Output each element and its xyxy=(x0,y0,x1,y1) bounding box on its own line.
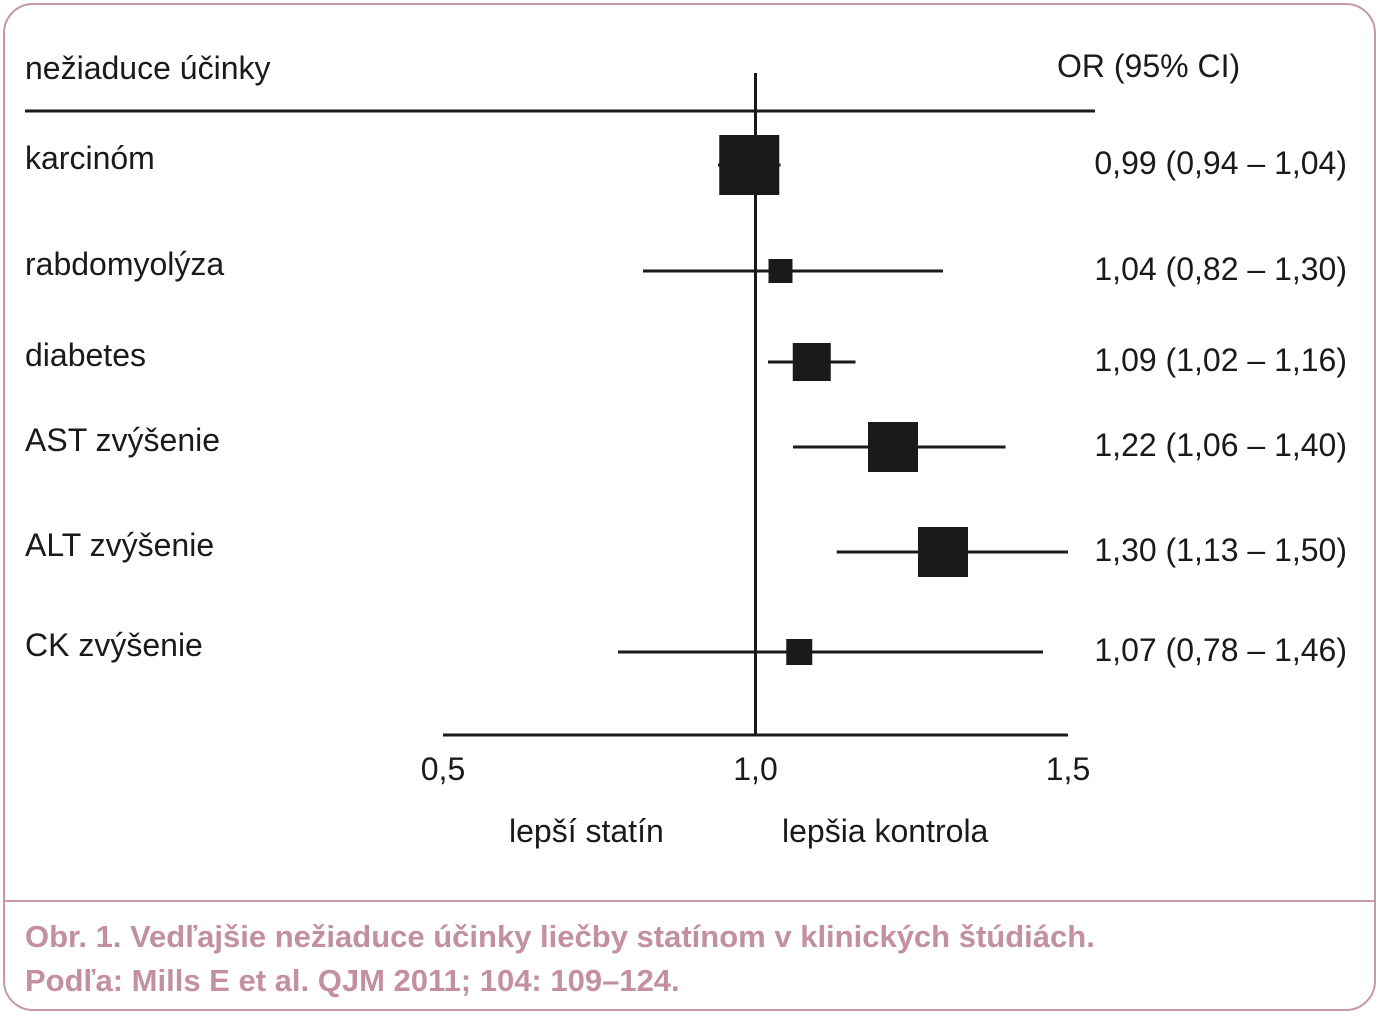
row-label: rabdomyolýza xyxy=(25,246,225,282)
row-label: AST zvýšenie xyxy=(25,422,221,458)
caption-divider xyxy=(5,900,1374,902)
direction-right-label: lepšia kontrola xyxy=(782,813,989,849)
header-value: OR (95% CI) xyxy=(1057,48,1241,84)
point-estimate xyxy=(768,259,793,283)
x-tick-label: 1,5 xyxy=(1046,751,1090,787)
row-or-value: 1,07 (0,78 – 1,46) xyxy=(1094,632,1347,668)
x-tick-label: 0,5 xyxy=(421,751,465,787)
x-tick-label: 1,0 xyxy=(733,751,777,787)
point-estimate xyxy=(719,135,780,195)
point-estimate xyxy=(868,422,918,472)
row-label: karcinóm xyxy=(25,140,155,176)
row-label: CK zvýšenie xyxy=(25,627,203,663)
row-label: diabetes xyxy=(25,337,146,373)
row-or-value: 0,99 (0,94 – 1,04) xyxy=(1094,145,1347,181)
point-estimate xyxy=(918,527,968,577)
caption-line-1: Obr. 1. Vedľajšie nežiaduce účinky liečb… xyxy=(25,919,1095,954)
row-or-value: 1,09 (1,02 – 1,16) xyxy=(1094,342,1347,378)
point-estimate xyxy=(792,343,831,381)
row-or-value: 1,04 (0,82 – 1,30) xyxy=(1094,251,1347,287)
row-label: ALT zvýšenie xyxy=(25,527,215,563)
row-or-value: 1,22 (1,06 – 1,40) xyxy=(1094,427,1347,463)
direction-left-label: lepší statín xyxy=(509,813,664,849)
point-estimate xyxy=(786,639,813,665)
row-or-value: 1,30 (1,13 – 1,50) xyxy=(1094,532,1347,568)
header-label: nežiaduce účinky xyxy=(25,50,271,86)
caption-line-2: Podľa: Mills E et al. QJM 2011; 104: 109… xyxy=(25,963,680,998)
figure-frame: 0,5 1,0 1,5 nežiaduce účinky OR (95% CI) k… xyxy=(3,3,1376,1011)
figure-caption: Obr. 1. Vedľajšie nežiaduce účinky liečb… xyxy=(25,915,1355,1003)
forest-plot: 0,5 1,0 1,5 xyxy=(25,73,1095,787)
